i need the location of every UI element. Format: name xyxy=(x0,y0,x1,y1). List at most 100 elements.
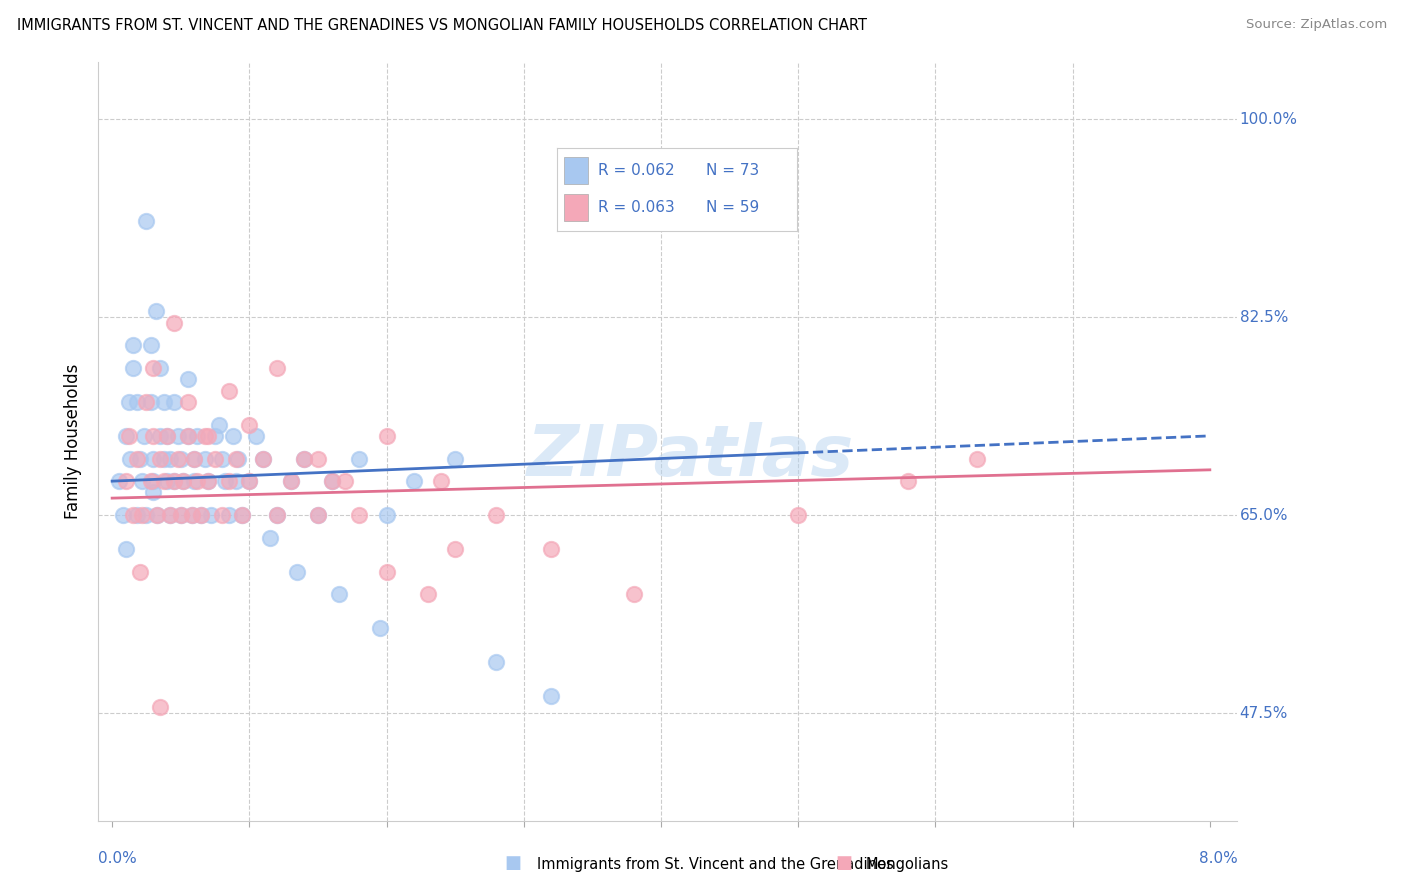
Point xyxy=(368,621,391,635)
Point xyxy=(375,565,398,579)
Point xyxy=(287,565,309,579)
Point xyxy=(180,508,202,522)
Point xyxy=(170,451,193,466)
Text: 0.0%: 0.0% xyxy=(98,851,138,866)
Point xyxy=(163,395,186,409)
Point xyxy=(139,338,162,352)
Point xyxy=(146,508,169,522)
Point xyxy=(194,451,217,466)
Point xyxy=(128,565,150,579)
Point xyxy=(231,508,253,522)
Point xyxy=(252,451,274,466)
Point xyxy=(135,214,157,228)
Point xyxy=(444,451,467,466)
Point xyxy=(321,474,343,488)
Point xyxy=(170,508,193,522)
Point xyxy=(266,508,288,522)
Point xyxy=(197,474,219,488)
Point xyxy=(153,474,176,488)
Point xyxy=(117,395,139,409)
Point xyxy=(115,429,138,443)
Point xyxy=(139,395,162,409)
Text: ■: ■ xyxy=(505,855,522,872)
Point xyxy=(156,474,179,488)
Point xyxy=(966,451,988,466)
Point xyxy=(167,429,190,443)
Point xyxy=(153,395,176,409)
Point xyxy=(186,474,208,488)
Point xyxy=(131,474,153,488)
Point xyxy=(623,587,645,601)
Point xyxy=(131,508,153,522)
Point xyxy=(485,508,508,522)
Text: N = 73: N = 73 xyxy=(706,163,759,178)
Point xyxy=(292,451,315,466)
Point xyxy=(259,531,281,545)
Point xyxy=(121,361,143,376)
Text: R = 0.062: R = 0.062 xyxy=(598,163,675,178)
Point xyxy=(176,372,198,386)
Point xyxy=(163,316,186,330)
Point xyxy=(194,429,217,443)
Point xyxy=(280,474,302,488)
Point xyxy=(375,508,398,522)
FancyBboxPatch shape xyxy=(564,194,588,221)
Text: 47.5%: 47.5% xyxy=(1240,706,1288,721)
Point xyxy=(167,451,190,466)
Point xyxy=(347,508,370,522)
Point xyxy=(211,508,233,522)
Point xyxy=(149,429,172,443)
Point xyxy=(180,508,202,522)
Point xyxy=(183,451,205,466)
Point xyxy=(149,361,172,376)
Point xyxy=(145,304,167,318)
Point xyxy=(125,508,148,522)
Point xyxy=(280,474,302,488)
Text: 82.5%: 82.5% xyxy=(1240,310,1288,325)
Point xyxy=(173,474,195,488)
Point xyxy=(125,451,148,466)
Point xyxy=(228,451,250,466)
Point xyxy=(485,655,508,669)
Point xyxy=(540,689,562,703)
Text: 8.0%: 8.0% xyxy=(1198,851,1237,866)
Point xyxy=(787,508,810,522)
Point xyxy=(204,451,226,466)
Point xyxy=(183,474,205,488)
Point xyxy=(173,474,195,488)
Point xyxy=(112,508,135,522)
Point xyxy=(375,429,398,443)
Point xyxy=(328,587,350,601)
Point xyxy=(153,451,176,466)
Point xyxy=(266,361,288,376)
Text: 100.0%: 100.0% xyxy=(1240,112,1298,127)
Point xyxy=(208,417,231,432)
Point xyxy=(146,508,169,522)
Point xyxy=(117,429,139,443)
Point xyxy=(149,451,172,466)
Point xyxy=(115,542,138,557)
Point xyxy=(238,474,260,488)
Point xyxy=(266,508,288,522)
Text: ■: ■ xyxy=(835,855,852,872)
Point xyxy=(307,451,329,466)
Point xyxy=(225,474,247,488)
Point xyxy=(159,508,181,522)
Point xyxy=(218,384,240,398)
Text: Immigrants from St. Vincent and the Grenadines: Immigrants from St. Vincent and the Gren… xyxy=(537,857,894,872)
FancyBboxPatch shape xyxy=(564,157,588,184)
Text: ZIPatlas: ZIPatlas xyxy=(527,422,855,491)
Point xyxy=(128,451,150,466)
Point xyxy=(197,474,219,488)
Text: R = 0.063: R = 0.063 xyxy=(598,200,675,215)
Point xyxy=(163,474,186,488)
Point xyxy=(222,429,245,443)
Text: IMMIGRANTS FROM ST. VINCENT AND THE GRENADINES VS MONGOLIAN FAMILY HOUSEHOLDS CO: IMMIGRANTS FROM ST. VINCENT AND THE GREN… xyxy=(17,18,868,33)
Point xyxy=(335,474,357,488)
Point xyxy=(121,338,143,352)
Point xyxy=(118,451,141,466)
Point xyxy=(211,451,233,466)
Point xyxy=(163,474,186,488)
Point xyxy=(159,508,181,522)
Point xyxy=(125,395,148,409)
